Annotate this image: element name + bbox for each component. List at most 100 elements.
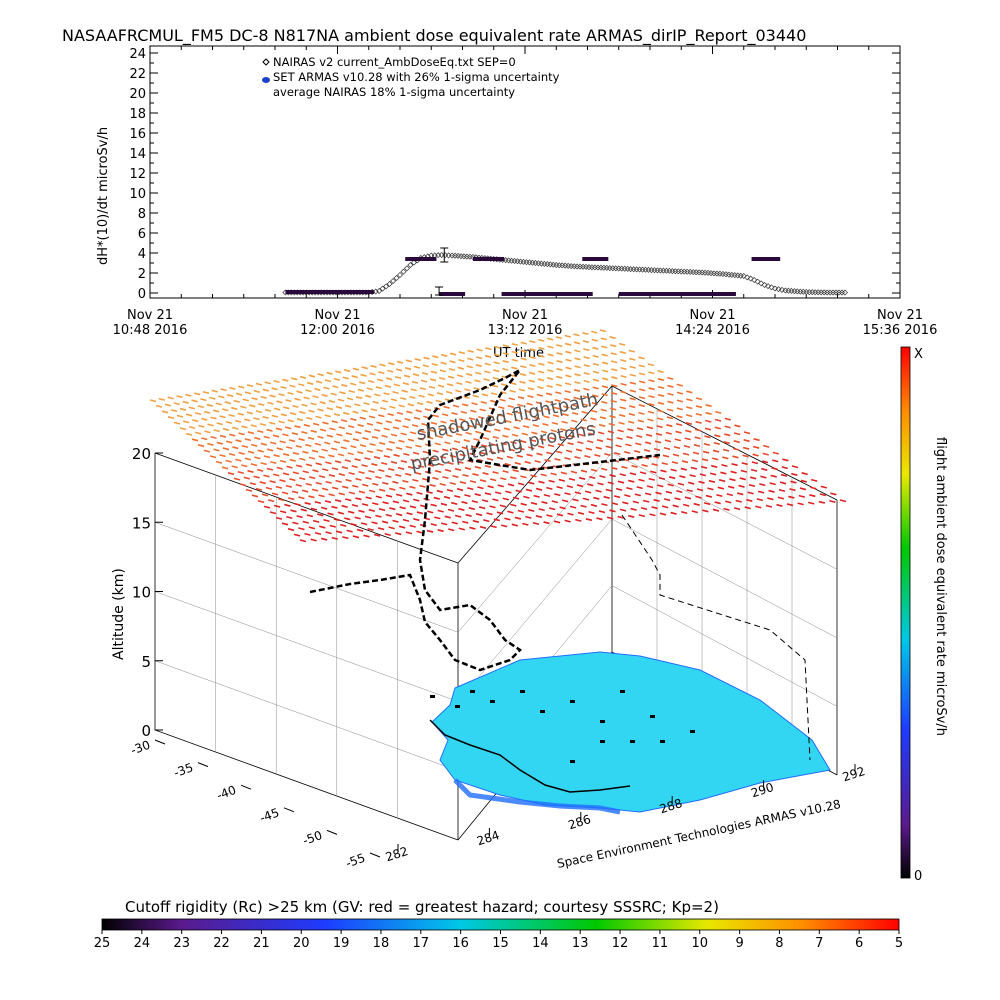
sheet-cell (333, 440, 341, 444)
sheet-cell (482, 436, 490, 441)
sheet-cell (384, 384, 392, 388)
sheet-cell (583, 356, 590, 360)
sheet-cell (714, 434, 721, 438)
nairas-point (568, 263, 575, 270)
sheet-cell (467, 349, 474, 353)
sheet-cell (768, 489, 775, 493)
sheet-cell (702, 509, 709, 513)
sheet-cell (360, 522, 368, 526)
sheet-cell (514, 418, 522, 422)
sheet-cell (457, 425, 464, 429)
sheet-cell (270, 441, 277, 445)
sheet-cell (619, 350, 626, 354)
sheet-cell (546, 514, 553, 518)
sheet-cell (535, 401, 543, 405)
sheet-cell (667, 400, 674, 404)
sheet-cell (415, 444, 422, 448)
sheet-cell (498, 449, 506, 453)
sheet-cell (333, 377, 341, 381)
sheet-cell (729, 478, 736, 482)
sheet-cell (582, 395, 590, 399)
sheet-cell (302, 470, 309, 474)
sheet-cell (791, 465, 799, 469)
sheet-cell (361, 503, 369, 507)
sheet-cell (649, 513, 656, 517)
sheet-cell (368, 489, 376, 493)
sheet-cell (345, 498, 352, 502)
sheet-cell (487, 485, 494, 489)
sheet-cell (761, 467, 768, 471)
sheet-cell (712, 457, 719, 461)
sheet-cell (601, 361, 609, 365)
sheet-cell (289, 478, 296, 482)
sheet-cell (801, 472, 808, 476)
sheet-cell (402, 382, 410, 386)
sheet-cell (375, 475, 382, 479)
sheet-cell (328, 399, 335, 403)
nairas-point (687, 268, 694, 275)
x-tick-label-date: Nov 21 (127, 308, 173, 323)
nairas-point (520, 258, 527, 265)
sheet-cell (708, 479, 716, 483)
sheet-cell (680, 510, 688, 515)
sheet-cell (798, 494, 806, 498)
sheet-cell (232, 446, 239, 450)
sheet-cell (629, 397, 636, 401)
sheet-cell (493, 369, 500, 373)
sheet-cell (420, 379, 428, 383)
sheet-cell (276, 447, 283, 451)
sheet-cell (682, 452, 690, 456)
sheet-cell (269, 394, 276, 398)
sheet-cell (440, 502, 448, 506)
sheet-cell (381, 399, 389, 403)
sheet-cell (672, 453, 680, 457)
sheet-cell (430, 370, 438, 374)
sheet-cell (750, 468, 758, 472)
sheet-cell (221, 466, 229, 470)
nairas-point (654, 267, 661, 274)
sheet-cell (324, 414, 331, 418)
sheet-cell (493, 361, 500, 365)
sheet-cell (610, 407, 617, 411)
sheet-cell (403, 452, 410, 456)
sheet-cell (413, 365, 421, 369)
sheet-cell (334, 460, 342, 464)
sheet-cell (564, 334, 571, 338)
sheet-cell (409, 485, 416, 489)
sheet-cell (311, 449, 319, 453)
sheet-cell (580, 418, 587, 422)
sheet-cell (224, 401, 231, 405)
sheet-cell (589, 424, 596, 429)
sheet-cell (588, 511, 595, 515)
sheet-cell (574, 381, 581, 385)
sheet-cell (502, 352, 510, 356)
sheet-cell (601, 467, 608, 471)
sheet-cell (324, 379, 332, 383)
sheet-cell (365, 496, 372, 500)
sheet-cell (437, 529, 444, 533)
nairas-point (583, 263, 590, 270)
sheet-cell (543, 493, 551, 498)
sheet-cell (383, 454, 391, 459)
sheet-cell (416, 491, 423, 495)
grid-line (154, 660, 459, 771)
sheet-cell (662, 454, 670, 458)
ground-track (429, 719, 631, 793)
sheet-cell (201, 437, 208, 441)
lat-tick-label: -55 (344, 851, 367, 871)
sheet-cell (556, 450, 563, 454)
sheet-cell (528, 379, 535, 383)
sheet-cell (315, 462, 322, 466)
sheet-cell (722, 448, 730, 452)
sheet-cell (788, 495, 795, 499)
sheet-cell (394, 375, 402, 380)
sheet-cell (278, 420, 285, 424)
sheet-cell (546, 486, 553, 490)
sheet-cell (510, 503, 517, 507)
sheet-cell (502, 344, 510, 348)
nairas-point (621, 265, 628, 272)
error-bars (435, 247, 449, 296)
sheet-cell (449, 481, 456, 486)
sheet-cell (740, 469, 748, 473)
